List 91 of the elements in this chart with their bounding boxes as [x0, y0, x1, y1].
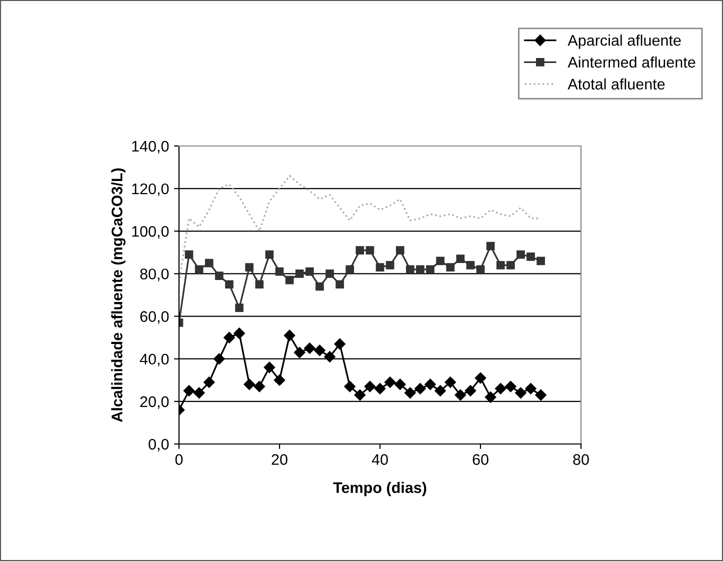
point [354, 389, 366, 401]
point [254, 380, 266, 392]
point [255, 280, 264, 289]
point [356, 246, 364, 254]
point [364, 380, 376, 392]
x-tick-label: 20 [272, 454, 288, 465]
y-tick-label: 20,0 [140, 396, 169, 409]
point [414, 383, 426, 394]
point [506, 261, 515, 270]
point [406, 265, 414, 274]
y-tick-label: 0,0 [148, 438, 169, 452]
y-tick-label: 80,0 [140, 268, 169, 282]
point [245, 263, 254, 272]
point [376, 263, 384, 272]
y-tick-label: 120,0 [132, 183, 169, 196]
point [183, 385, 195, 396]
point [444, 376, 456, 388]
point [225, 280, 234, 289]
point [224, 332, 235, 344]
point [486, 242, 495, 250]
point [314, 344, 326, 356]
point [525, 383, 536, 394]
x-tick-label: 80 [573, 454, 589, 465]
point [505, 380, 516, 392]
point [204, 258, 214, 268]
y-tick-label: 60,0 [140, 311, 169, 324]
point [426, 265, 434, 274]
point [324, 351, 336, 362]
point [275, 267, 284, 276]
point [366, 246, 374, 254]
x-axis-title: Tempo (dias) [333, 482, 426, 496]
point [396, 246, 404, 254]
point [344, 380, 356, 392]
point [235, 304, 244, 312]
point [434, 385, 446, 396]
point [476, 265, 485, 274]
point [284, 330, 296, 342]
point [274, 374, 286, 386]
point [515, 387, 526, 399]
point [394, 378, 406, 390]
point [215, 272, 224, 280]
legend-label: Aparcial afluente [568, 34, 681, 49]
point [304, 342, 316, 354]
point [336, 280, 344, 289]
point [516, 250, 525, 259]
point [285, 276, 294, 284]
y-tick-label: 140,0 [132, 140, 169, 154]
point [494, 383, 506, 394]
x-tick-label: 0 [175, 454, 183, 465]
point [214, 353, 225, 364]
point [416, 265, 424, 274]
point [535, 389, 546, 401]
point [234, 328, 245, 339]
point [346, 265, 354, 274]
y-tick-label: 100,0 [132, 226, 169, 239]
point [326, 270, 334, 278]
point [265, 250, 274, 259]
point [184, 250, 194, 259]
point [454, 389, 466, 401]
x-tick-label: 60 [472, 454, 488, 465]
point [456, 254, 465, 263]
point [204, 376, 215, 388]
point [424, 378, 436, 390]
point [334, 338, 346, 350]
point [305, 267, 314, 276]
point [294, 346, 306, 358]
point [386, 261, 394, 270]
point [264, 362, 276, 373]
point [474, 372, 486, 384]
point [244, 378, 255, 390]
point [466, 261, 475, 270]
point [194, 265, 204, 274]
point [536, 256, 545, 266]
x-tick-label: 40 [372, 454, 388, 465]
point [193, 387, 205, 399]
line-series [179, 174, 542, 284]
y-tick-label: 40,0 [140, 354, 169, 366]
legend-label: Aintermed afluente [568, 56, 696, 68]
point [374, 383, 386, 394]
point [484, 392, 496, 403]
point [464, 385, 476, 396]
point [295, 270, 304, 278]
point [316, 282, 324, 291]
y-axis-title: Alcalinidade afluente (mgCaCO3/L) [111, 168, 126, 422]
legend-label: Atotal afluente [568, 78, 665, 90]
point [404, 387, 416, 399]
point [526, 252, 535, 261]
point [446, 263, 455, 272]
point [496, 261, 505, 270]
point [436, 256, 444, 266]
point [384, 376, 396, 388]
